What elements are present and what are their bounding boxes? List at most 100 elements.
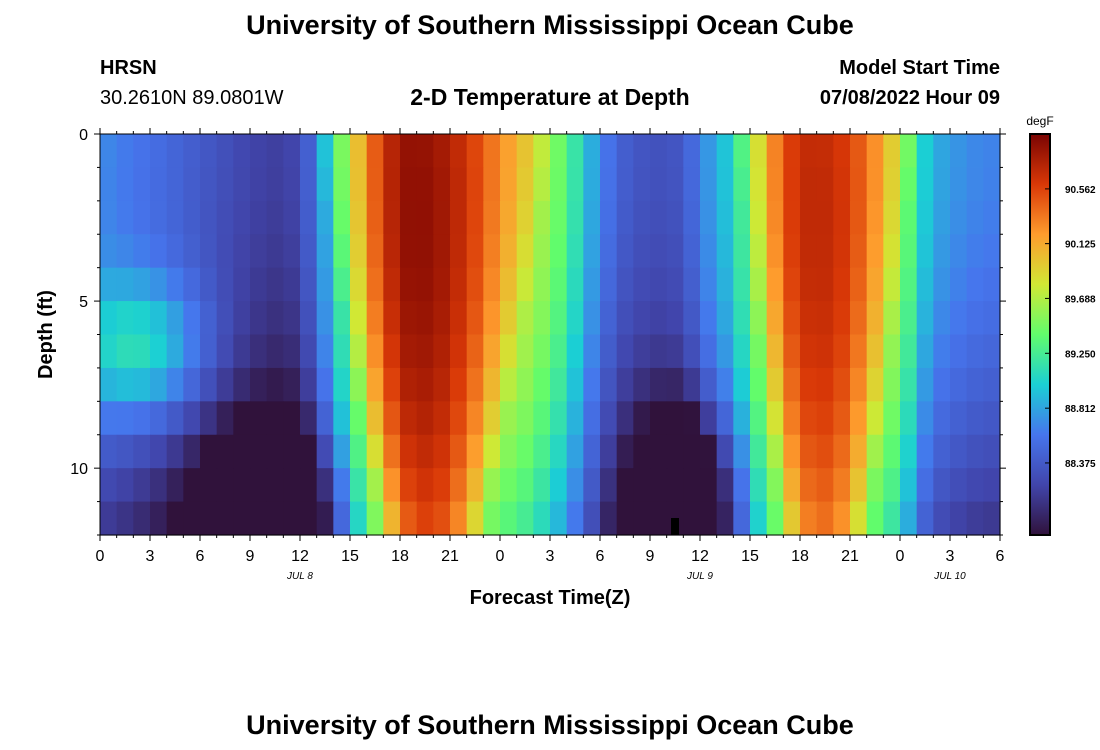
heatmap-cell (433, 301, 451, 336)
heatmap-cell (766, 367, 784, 402)
heatmap-cell (333, 501, 351, 536)
heatmap-cell (800, 367, 818, 402)
heatmap-cell (750, 401, 768, 436)
heatmap-cell (966, 434, 984, 469)
heatmap-cell (883, 301, 901, 336)
heatmap-cell (316, 334, 334, 369)
heatmap-cell (300, 401, 318, 436)
heatmap-cell (900, 434, 918, 469)
heatmap-cell (150, 501, 168, 536)
heatmap-cell (533, 367, 551, 402)
heatmap-cell (833, 334, 851, 369)
heatmap-cell (483, 200, 501, 235)
heatmap-cell (716, 267, 734, 302)
heatmap-cell (900, 267, 918, 302)
x-tick-label: 3 (146, 548, 155, 565)
heatmap-cell (150, 367, 168, 402)
heatmap-cell (850, 167, 868, 202)
heatmap-cell (366, 134, 384, 169)
heatmap-cell (366, 167, 384, 202)
heatmap-cell (100, 501, 118, 536)
heatmap-cell (900, 234, 918, 269)
heatmap-cell (400, 234, 418, 269)
heatmap-cell (866, 134, 884, 169)
heatmap-cell (500, 468, 518, 503)
heatmap-cell (266, 434, 284, 469)
heatmap-cell (816, 334, 834, 369)
heatmap-cell (550, 434, 568, 469)
heatmap-cell (600, 334, 618, 369)
heatmap-cell (233, 167, 251, 202)
heatmap-cell (266, 267, 284, 302)
heatmap-cell (900, 134, 918, 169)
heatmap-cell (333, 267, 351, 302)
heatmap-cell (383, 367, 401, 402)
heatmap-cell (250, 200, 268, 235)
heatmap-cell (233, 501, 251, 536)
heatmap-cell (766, 301, 784, 336)
heatmap-cell (383, 234, 401, 269)
heatmap-cell (133, 501, 151, 536)
heatmap-cell (100, 167, 118, 202)
y-tick-label: 0 (79, 127, 88, 144)
heatmap-cell (633, 234, 651, 269)
heatmap-cell (966, 301, 984, 336)
heatmap-cell (816, 434, 834, 469)
heatmap-cell (366, 234, 384, 269)
heatmap-cell (700, 334, 718, 369)
heatmap-cell (916, 401, 934, 436)
heatmap-cell (933, 234, 951, 269)
heatmap-cell (200, 200, 218, 235)
heatmap-cell (416, 200, 434, 235)
heatmap-cell (933, 167, 951, 202)
heatmap-cell (766, 167, 784, 202)
heatmap-cell (350, 334, 368, 369)
heatmap-cell (300, 200, 318, 235)
heatmap-cell (516, 267, 534, 302)
heatmap-cell (233, 468, 251, 503)
heatmap-cell (583, 501, 601, 536)
heatmap-cell (950, 267, 968, 302)
heatmap-cell (916, 334, 934, 369)
heatmap-cell (716, 434, 734, 469)
temperature-depth-chart: 0 3 6 9 12 15 18 21 0 3 6 9 12 15 18 21 0 3 6 JUL 8 JUL 9 JUL… (35, 114, 1096, 609)
x-axis: 0 3 6 9 12 15 18 21 0 3 6 9 12 15 18 21 0 3 6 JUL 8 JUL 9 JUL… (96, 128, 1005, 582)
heatmap-cell (550, 234, 568, 269)
heatmap-cell (100, 234, 118, 269)
x-tick-label: 18 (391, 548, 409, 565)
heatmap-cell (150, 401, 168, 436)
heatmap-cell (500, 434, 518, 469)
heatmap-cell (733, 167, 751, 202)
heatmap-cell (333, 167, 351, 202)
heatmap-cell (166, 468, 184, 503)
heatmap-cell (916, 434, 934, 469)
heatmap-cell (850, 434, 868, 469)
heatmap-cell (700, 267, 718, 302)
heatmap-cell (383, 434, 401, 469)
heatmap-cell (716, 334, 734, 369)
heatmap-cell (783, 301, 801, 336)
heatmap-cell (550, 334, 568, 369)
heatmap-cell (833, 468, 851, 503)
heatmap-cell (466, 367, 484, 402)
heatmap-cell (150, 234, 168, 269)
heatmap-cell (450, 367, 468, 402)
heatmap-cell (583, 134, 601, 169)
heatmap-cell (133, 401, 151, 436)
heatmap-cell (200, 334, 218, 369)
heatmap-cell (916, 234, 934, 269)
x-tick-label: 6 (596, 548, 605, 565)
colorbar-tick-label: 90.562 (1065, 185, 1096, 196)
heatmap-cell (583, 301, 601, 336)
heatmap-cell (500, 167, 518, 202)
heatmap-cell (666, 267, 684, 302)
heatmap-cell (100, 367, 118, 402)
heatmap-cell (766, 334, 784, 369)
heatmap-cell (750, 468, 768, 503)
date-label: JUL 9 (686, 571, 713, 582)
heatmap-cell (466, 434, 484, 469)
colorbar: degF 88.375 88.812 89.250 89.688 90.125 90.56… (1026, 114, 1096, 536)
heatmap-cell (233, 434, 251, 469)
heatmap-cell (783, 200, 801, 235)
heatmap-cell (700, 167, 718, 202)
